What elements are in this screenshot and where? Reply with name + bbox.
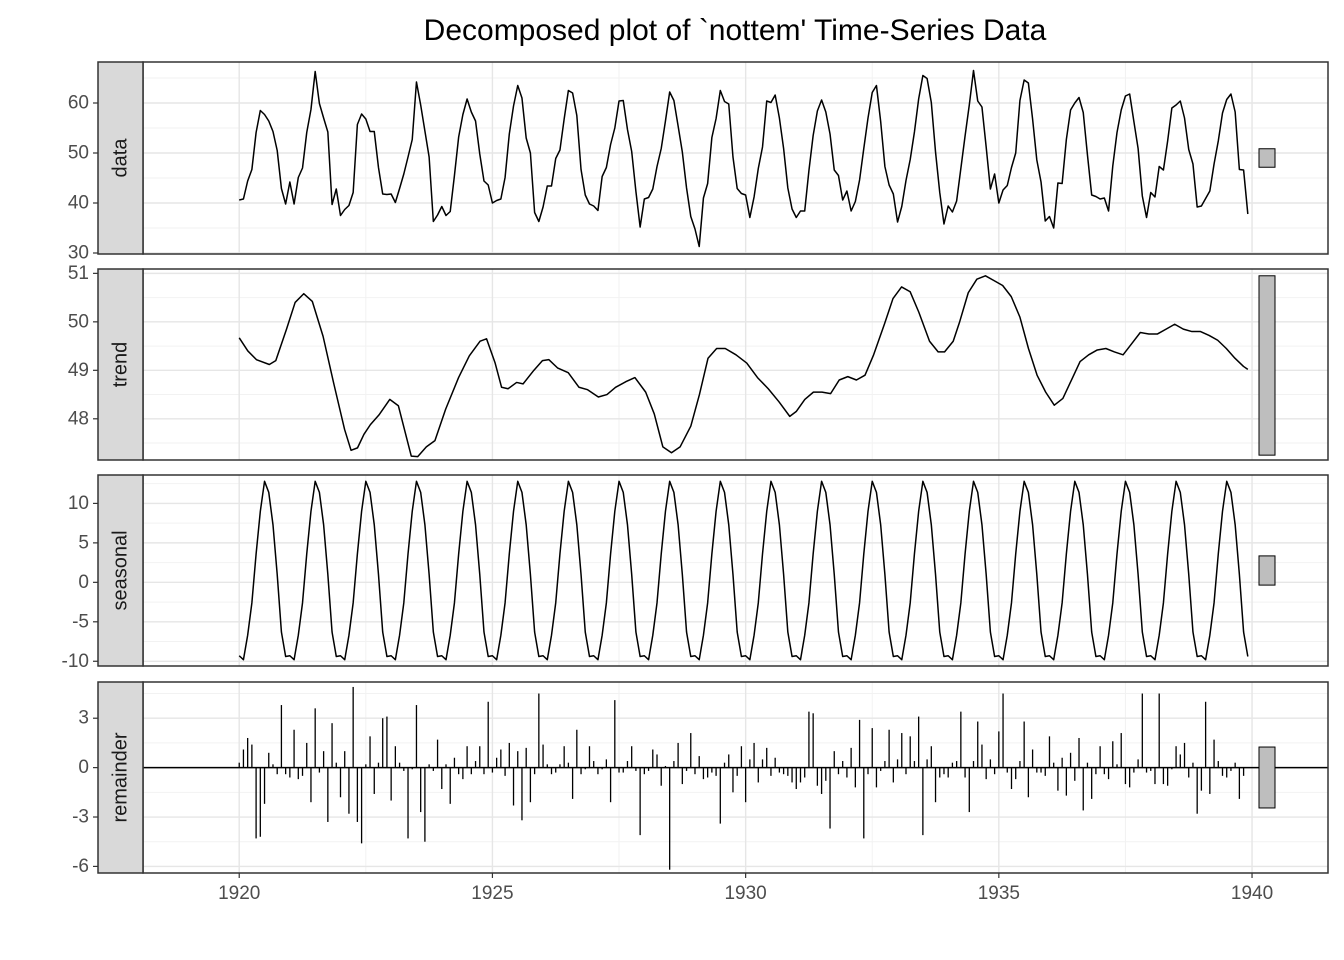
y-tick-label: 48 — [68, 408, 89, 429]
panel-data: data 30 40 50 60 — [68, 61, 1329, 264]
y-tick-label: 5 — [78, 532, 89, 553]
seasonal-series — [238, 480, 1249, 661]
x-tick-label: 1920 — [218, 883, 260, 904]
x-axis: 1920 1925 1930 1935 1940 — [218, 873, 1273, 904]
remainder-series — [143, 686, 1328, 870]
panels-layer: data30405060trend48495051seasonal-10-505… — [62, 61, 1329, 877]
x-tick-label: 1940 — [1231, 883, 1273, 904]
panel-background — [143, 682, 1328, 873]
strip-background — [97, 681, 144, 874]
strip-background — [97, 61, 144, 255]
scale-range-bar — [1258, 555, 1276, 586]
data-series — [239, 69, 1249, 248]
panel-seasonal: seasonal -10 -5 0 5 10 — [62, 474, 1329, 672]
strip-background — [97, 474, 144, 667]
strip-background — [97, 268, 144, 461]
y-tick-label: 50 — [68, 311, 89, 332]
strip-label-seasonal: seasonal — [110, 530, 132, 610]
y-tick-label: 50 — [68, 143, 89, 164]
chart-title: Decomposed plot of `nottem' Time-Series … — [424, 14, 1047, 47]
strip-label-remainder: remainder — [110, 732, 132, 822]
data-line — [239, 69, 1249, 248]
y-tick-label: 30 — [68, 243, 89, 264]
scale-range-bar — [1258, 746, 1276, 809]
y-tick-label: 49 — [68, 360, 89, 381]
panel-remainder: remainder -6 -3 0 3 — [72, 681, 1329, 877]
y-tick-label: 0 — [78, 572, 89, 593]
x-tick-label: 1935 — [978, 883, 1020, 904]
trend-series — [238, 275, 1249, 458]
y-tick-label: 40 — [68, 193, 89, 214]
seasonal-line — [238, 480, 1249, 661]
y-tick-label: -6 — [72, 856, 89, 877]
y-tick-label: -10 — [62, 651, 89, 672]
y-tick-label: 3 — [78, 708, 89, 729]
scale-range-bar — [1258, 148, 1276, 168]
strip-label-data: data — [110, 138, 132, 178]
y-tick-label: 60 — [68, 93, 89, 114]
x-tick-label: 1925 — [471, 883, 513, 904]
y-tick-label: -5 — [72, 611, 89, 632]
strip-label-trend: trend — [110, 342, 132, 388]
y-tick-label: 0 — [78, 757, 89, 778]
x-tick-label: 1930 — [724, 883, 766, 904]
y-tick-label: 10 — [68, 493, 89, 514]
panel-background — [143, 269, 1328, 460]
panel-background — [143, 475, 1328, 666]
panel-background — [143, 62, 1328, 254]
scale-range-bar — [1258, 275, 1276, 456]
panel-trend: trend 48 49 50 51 — [68, 263, 1329, 461]
trend-line — [238, 275, 1249, 458]
y-tick-label: 51 — [68, 263, 89, 284]
y-tick-label: -3 — [72, 807, 89, 828]
